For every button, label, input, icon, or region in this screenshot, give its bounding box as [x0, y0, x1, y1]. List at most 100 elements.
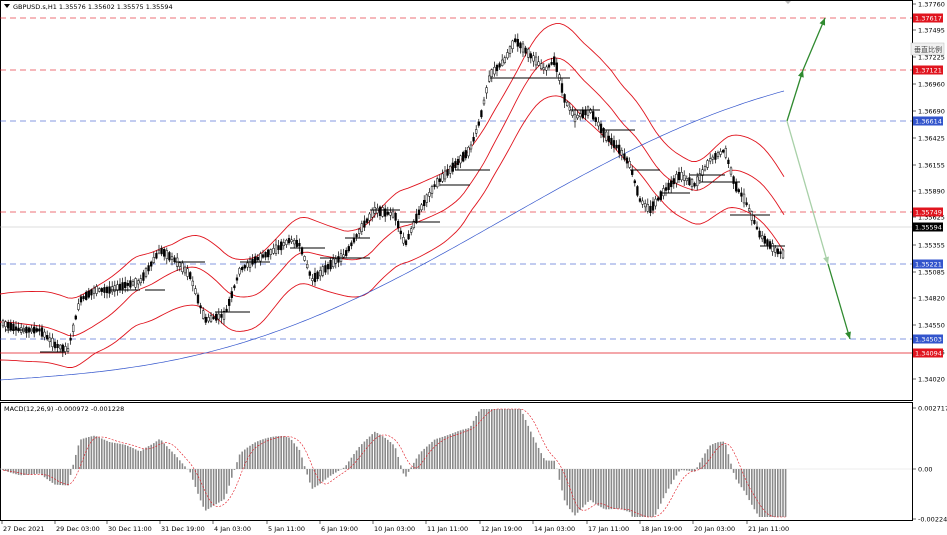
candle-body: [274, 244, 278, 254]
candle-body: [404, 240, 408, 245]
candle-body: [280, 241, 283, 251]
price-tag-label: 1.34503: [915, 336, 942, 344]
candle-body: [1, 320, 5, 327]
price-axis-label: 1.34020: [918, 376, 945, 384]
candle-body: [550, 62, 553, 65]
price-tag-label: 1.35749: [915, 209, 942, 217]
candle-body: [761, 235, 764, 240]
candle-body: [662, 188, 665, 197]
candle-body: [150, 261, 153, 267]
candle-body: [402, 237, 405, 244]
candle-body: [449, 166, 452, 174]
candle-body: [64, 346, 67, 352]
macd-axis-label: -0.002249: [918, 516, 947, 524]
candle-body: [163, 248, 166, 257]
macd-pane-frame: [0, 402, 913, 521]
candle-body: [521, 43, 525, 53]
candle-body: [72, 324, 75, 332]
candle-body: [542, 67, 545, 71]
macd-axis: 0.002717 0.00 -0.002249: [912, 405, 947, 524]
candle-body: [144, 268, 148, 277]
candle-body: [771, 243, 774, 252]
candle-body: [199, 305, 202, 309]
candle-body: [493, 66, 496, 75]
vertical-scale-button-bg[interactable]: [910, 42, 945, 56]
candle-body: [277, 245, 280, 250]
candle-body: [155, 253, 158, 259]
time-axis-label: 20 Jan 03:00: [694, 525, 735, 533]
candle-body: [425, 194, 428, 203]
candle-body: [46, 335, 49, 340]
candle-body: [95, 286, 98, 294]
triangle-down-icon[interactable]: [4, 4, 10, 8]
candle-body: [454, 161, 457, 169]
candle-body: [124, 281, 127, 288]
candle-body: [186, 268, 189, 277]
candle-body: [514, 38, 517, 42]
price-tag-label: 1.35594: [915, 224, 942, 232]
candle-body: [209, 315, 213, 322]
up-arrow-1-head: [798, 70, 804, 78]
vertical-scale-button[interactable]: 垂直比例: [910, 42, 945, 56]
candle-body: [566, 101, 569, 107]
candle-body: [774, 247, 777, 253]
candle-body: [293, 240, 296, 245]
candle-body: [191, 280, 194, 286]
candle-body: [631, 170, 634, 175]
candle-body: [579, 113, 582, 117]
candle-body: [79, 296, 83, 303]
candle-body: [56, 343, 59, 349]
candle-body: [620, 150, 623, 156]
candle-body: [628, 161, 631, 168]
candle-body: [311, 278, 314, 282]
candle-body: [618, 144, 621, 154]
candle-body: [113, 285, 116, 292]
candle-body: [313, 272, 317, 283]
symbol-header: GBPUSD.s,H1 1.35576 1.35602 1.35575 1.35…: [13, 3, 173, 11]
price-axis-label: 1.37225: [918, 54, 945, 62]
candle-body: [347, 246, 350, 252]
candle-body: [160, 247, 163, 255]
candle-body: [475, 129, 478, 134]
candle-body: [394, 212, 397, 221]
candle-body: [202, 310, 205, 319]
candle-body: [540, 63, 543, 70]
price-tag-label: 1.36614: [915, 118, 942, 126]
candle-body: [4, 321, 7, 328]
price-axis-label: 1.36425: [918, 135, 945, 143]
vertical-scale-button-label[interactable]: 垂直比例: [914, 45, 942, 54]
time-axis-label: 31 Dec 19:00: [161, 525, 205, 533]
candle-body: [181, 262, 184, 273]
price-pane[interactable]: GBPUSD.s,H1 1.35576 1.35602 1.35575 1.35…: [0, 0, 945, 401]
candle-body: [706, 160, 709, 168]
candle-body: [568, 106, 571, 111]
macd-signal-line: [2, 408, 786, 518]
candle-body: [690, 178, 694, 188]
candle-body: [735, 182, 738, 192]
candle-body: [165, 250, 168, 259]
candle-body: [472, 136, 475, 142]
price-axis-label: 1.35625: [918, 214, 945, 222]
candle-body: [768, 241, 772, 249]
macd-pane[interactable]: MACD(12,26,9) -0.000972 -0.001228: [0, 402, 913, 521]
candle-body: [337, 256, 340, 263]
candle-body: [716, 152, 720, 158]
candle-body: [776, 248, 779, 255]
candle-body: [308, 271, 311, 276]
candle-body: [594, 117, 597, 122]
candle-body: [683, 174, 686, 181]
candle-body: [685, 177, 688, 182]
candle-body: [295, 239, 298, 247]
scroll-marker-icon[interactable]: [785, 1, 791, 4]
candle-body: [220, 314, 223, 318]
candle-body: [360, 223, 363, 232]
candle-body: [703, 166, 707, 171]
down-arrow-2-head: [845, 331, 851, 339]
candle-body: [285, 239, 288, 245]
candle-body: [651, 201, 655, 211]
candle-body: [326, 264, 330, 270]
price-tag-label: 1.35221: [915, 261, 942, 269]
candle-body: [342, 254, 345, 258]
candle-body: [597, 121, 600, 127]
